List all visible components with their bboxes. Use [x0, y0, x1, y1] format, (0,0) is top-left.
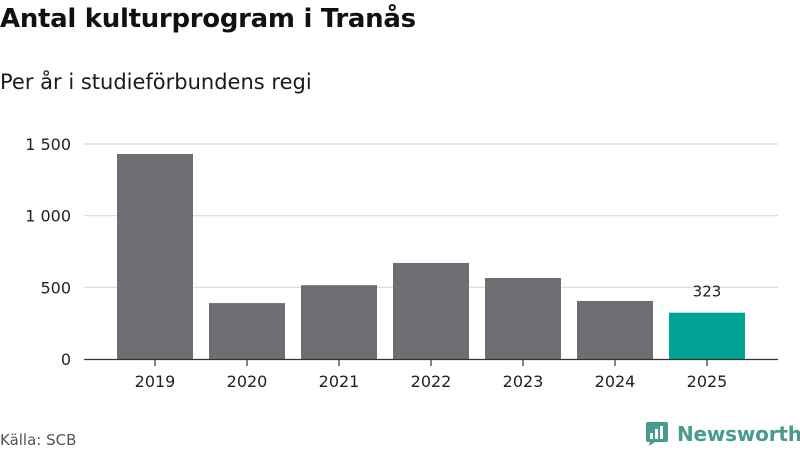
x-tick-label: 2020 — [227, 372, 268, 391]
bar-2020 — [209, 303, 285, 359]
chart-title: Antal kulturprogram i Tranås — [0, 4, 416, 34]
x-tick-label: 2024 — [595, 372, 636, 391]
x-tick-label: 2023 — [503, 372, 544, 391]
data-label: 323 — [693, 283, 722, 301]
brand-logo: Newsworthy — [645, 420, 800, 448]
x-tick-label: 2021 — [319, 372, 360, 391]
x-tick-label: 2019 — [135, 372, 176, 391]
brand-name: Newsworthy — [677, 422, 800, 446]
y-tick-label: 1 500 — [25, 135, 71, 154]
chart-subtitle: Per år i studieförbundens regi — [0, 70, 312, 94]
bar-2024 — [577, 300, 653, 359]
y-tick-label: 500 — [40, 278, 71, 297]
bar-2023 — [485, 278, 561, 359]
bar-2021 — [301, 285, 377, 359]
x-tick-label: 2022 — [411, 372, 452, 391]
bar-2025 — [669, 312, 745, 359]
y-tick-label: 0 — [61, 350, 71, 369]
newsworthy-logo-icon — [646, 422, 668, 446]
bar-2019 — [117, 154, 193, 359]
source-note: Källa: SCB — [0, 431, 77, 449]
y-tick-label: 1 000 — [25, 207, 71, 226]
x-tick-label: 2025 — [687, 372, 728, 391]
bar-2022 — [393, 262, 469, 359]
